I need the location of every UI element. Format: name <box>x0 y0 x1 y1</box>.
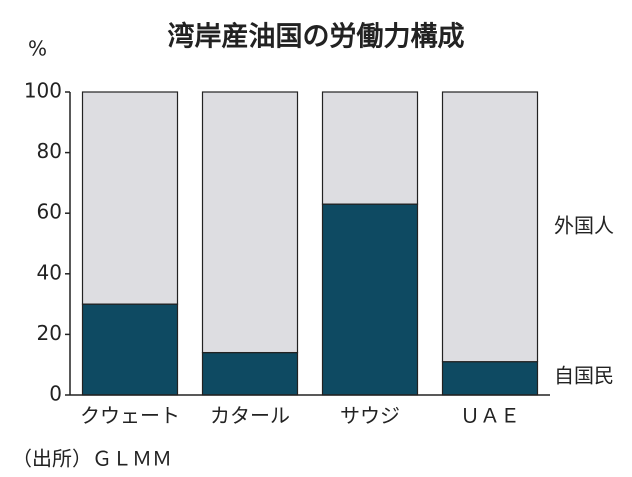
x-tick-label: カタール <box>210 404 290 428</box>
x-tick-label: クウェート <box>80 404 180 428</box>
y-tick-label: 80 <box>37 139 62 163</box>
x-tick-label: サウジ <box>340 404 400 428</box>
y-tick-label: 60 <box>37 200 62 224</box>
bar-segment <box>321 91 419 205</box>
bar-segment <box>441 91 539 363</box>
bar-segment <box>201 91 299 354</box>
y-tick-label: 40 <box>37 260 62 284</box>
bar-segment <box>201 351 299 396</box>
y-tick-label: 0 <box>49 382 62 406</box>
chart-title: 湾岸産油国の労働力構成 <box>168 21 465 53</box>
y-unit: % <box>28 37 47 61</box>
x-tick-label: ＵＡＥ <box>460 404 520 428</box>
y-tick-label: 100 <box>24 79 62 103</box>
legend-label: 自国民 <box>554 364 614 388</box>
bar-segment <box>321 203 419 396</box>
bar-segment <box>441 361 539 396</box>
legend-label: 外国人 <box>554 213 614 237</box>
bar-segment <box>81 91 179 305</box>
y-tick-label: 20 <box>37 321 62 345</box>
source: （出所）ＧＬＭＭ <box>12 447 172 471</box>
bar-segment <box>81 303 179 396</box>
